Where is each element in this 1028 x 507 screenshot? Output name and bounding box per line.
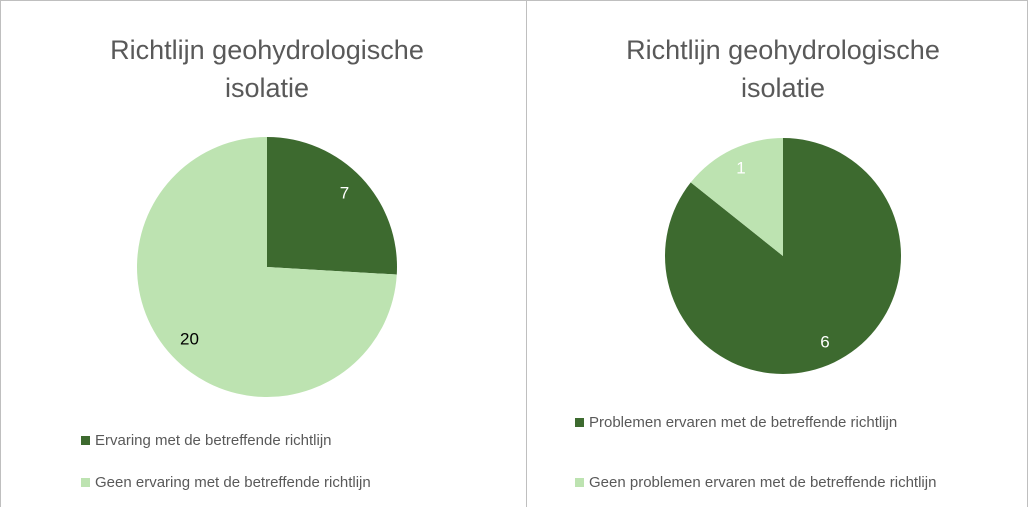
pie: 61 — [665, 138, 901, 374]
data-label: 6 — [820, 333, 829, 352]
legend-item: Geen problemen ervaren met de betreffend… — [575, 473, 995, 492]
pie-slice — [137, 137, 397, 397]
data-label: 20 — [180, 330, 199, 349]
legend: Problemen ervaren met de betreffende ric… — [575, 413, 995, 492]
legend-label: Ervaring met de betreffende richtlijn — [95, 432, 332, 449]
pie-slice — [267, 137, 397, 275]
chart-panel: Richtlijn geohydrologische isolatie 6 1 Pro… — [527, 1, 1027, 507]
legend-label: Problemen ervaren met de betreffende ric… — [589, 414, 898, 431]
legend-item: Problemen ervaren met de betreffende ric… — [575, 413, 995, 432]
pie: 7 20 — [137, 137, 397, 397]
chart-title: Richtlijn geohydrologische isolatie — [626, 35, 940, 103]
data-label: 1 — [736, 158, 745, 177]
legend-label: Geen problemen ervaren met de betreffend… — [589, 474, 937, 491]
legend-swatch — [81, 478, 90, 487]
legend-label: Geen ervaring met de betreffende richtli… — [95, 474, 371, 491]
divider — [526, 1, 527, 507]
chart-panel: Richtlijn geohydrologische isolatie 7 20 Er… — [1, 1, 526, 507]
legend-item: Geen ervaring met de betreffende richtli… — [81, 473, 521, 492]
legend-item: Ervaring met de betreffende richtlijn — [81, 431, 521, 450]
chart-title: Richtlijn geohydrologische isolatie — [110, 35, 424, 103]
legend-swatch — [575, 478, 584, 487]
legend-swatch — [81, 436, 90, 445]
legend: Ervaring met de betreffende richtlijn Gee… — [81, 431, 521, 492]
legend-swatch — [575, 418, 584, 427]
data-label: 7 — [340, 183, 349, 202]
pie-slice — [690, 138, 783, 256]
